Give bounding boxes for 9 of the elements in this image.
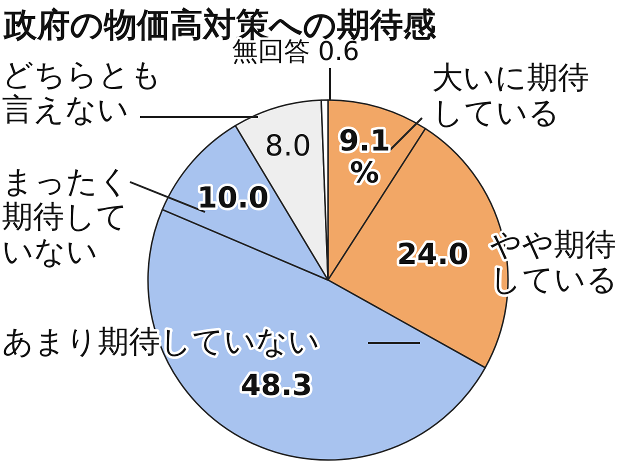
data-label: 24.0: [396, 236, 469, 271]
data-label: 48.3: [240, 368, 312, 402]
data-label: 8.0: [264, 128, 312, 162]
data-label: 9.1 %: [338, 124, 390, 190]
slice-label: 大いに期待している: [432, 60, 589, 131]
slice-label: どちらとも言えない: [2, 57, 162, 128]
legend-label: あまり期待していない: [2, 324, 320, 360]
data-label: 10.0: [197, 180, 269, 214]
slice-label: まったく期待していない: [2, 164, 130, 270]
